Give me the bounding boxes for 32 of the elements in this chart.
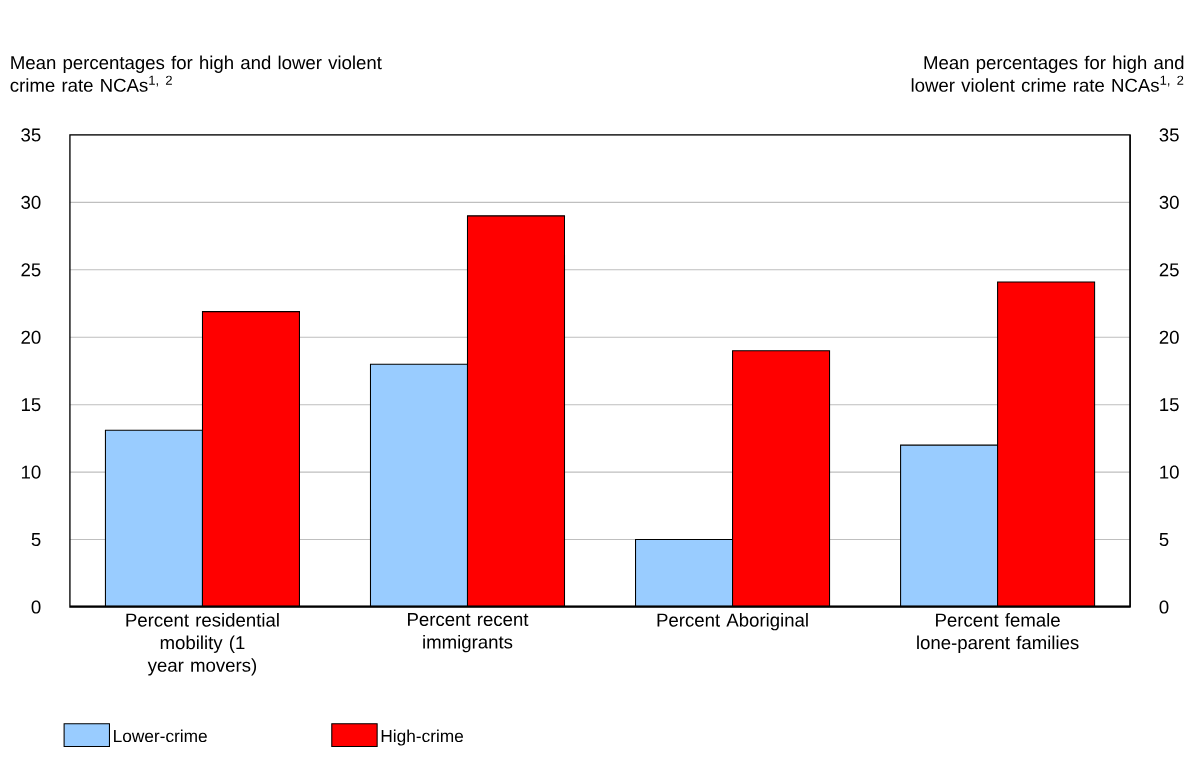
bar [635,539,734,607]
bar [997,281,1096,607]
y2-tick-label: 30 [1159,195,1179,209]
y-tick-label: 10 [21,465,41,479]
y-tick-label: 25 [21,263,41,277]
y2-tick-label: 25 [1159,263,1179,277]
y-tick-label: 35 [21,128,41,142]
bar [105,430,203,607]
x-tick-label: Percent Aboriginal [657,612,808,631]
bar [202,311,300,607]
bar [369,363,469,607]
y2-tick-label: 35 [1159,128,1179,142]
y-tick-label: 20 [21,330,41,344]
y-tick-label: 15 [21,398,41,412]
y-tick-label: 0 [31,600,41,614]
x-tick-label: Percent residential mobility (1 year movers) [126,612,279,676]
y-tick-label: 5 [31,533,41,547]
bar [732,350,831,607]
y-axis-title: Mean percentages for high and lower violent crime rate NCAs$^{1, 2}$ [10,55,382,92]
bar [900,444,999,607]
y2-tick-label: 5 [1159,533,1169,547]
y2-tick-label: 15 [1160,398,1179,412]
legend-label: High-crime [381,729,464,746]
y2-tick-label: 20 [1159,330,1179,344]
y2-tick-label: 10 [1160,465,1179,479]
x-tick-label: Percent female lone-parent families [917,612,1079,653]
y2-axis-title: Mean percentages for high and lower violent crime rate NCAs$^{1, 2}$ [911,55,1184,92]
y2-tick-label: 0 [1159,600,1169,614]
x-tick-label: Percent recent immigrants [408,612,529,653]
bar [466,215,566,607]
legend-label: Lower-crime [114,729,207,743]
y-tick-label: 30 [21,195,41,209]
